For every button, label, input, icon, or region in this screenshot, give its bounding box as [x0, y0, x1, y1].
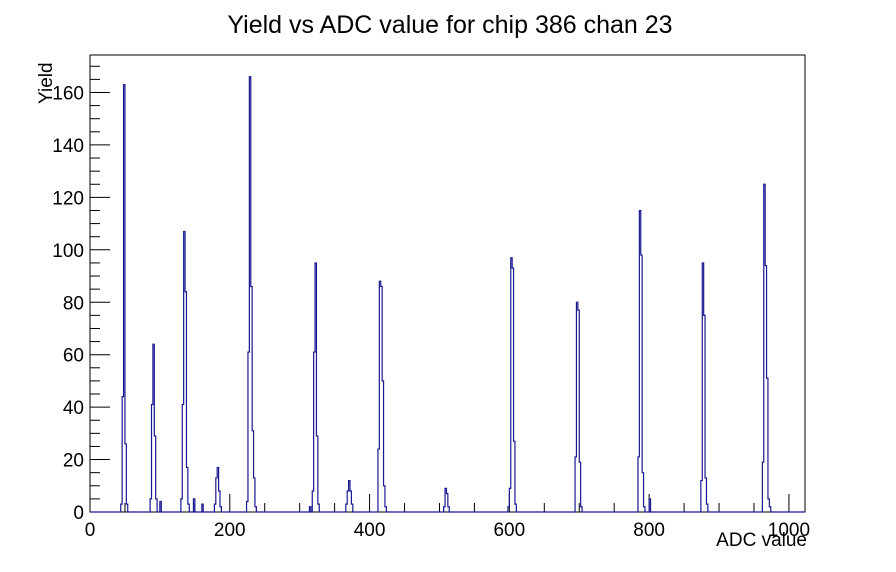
x-tick-label: 600: [493, 520, 525, 541]
x-tick-label: 400: [354, 520, 386, 541]
chart-title: Yield vs ADC value for chip 386 chan 23: [227, 11, 672, 39]
y-tick-label: 100: [52, 241, 84, 262]
y-tick-label: 80: [63, 293, 84, 314]
x-tick-label: 200: [214, 520, 246, 541]
y-tick-label: 60: [63, 346, 84, 367]
axis-ticks: [89, 65, 790, 513]
x-tick-label: 0: [85, 520, 96, 541]
histogram-line: [90, 76, 805, 513]
x-axis-title: ADC value: [716, 530, 807, 551]
axis-tick-labels: 0 20 40 60 80 100 120 140 160 0 200 400 600 800 1000: [52, 83, 810, 541]
y-tick-label: 160: [52, 83, 84, 104]
x-tick-label: 1000: [768, 520, 810, 541]
y-tick-label: 120: [52, 188, 84, 209]
y-axis-title: Yield: [36, 62, 57, 104]
y-tick-label: 140: [52, 136, 84, 157]
x-tick-label: 800: [633, 520, 665, 541]
y-tick-label: 20: [63, 451, 84, 472]
plot-frame: [89, 54, 806, 513]
y-tick-label: 40: [63, 398, 84, 419]
y-tick-label: 0: [73, 503, 84, 524]
